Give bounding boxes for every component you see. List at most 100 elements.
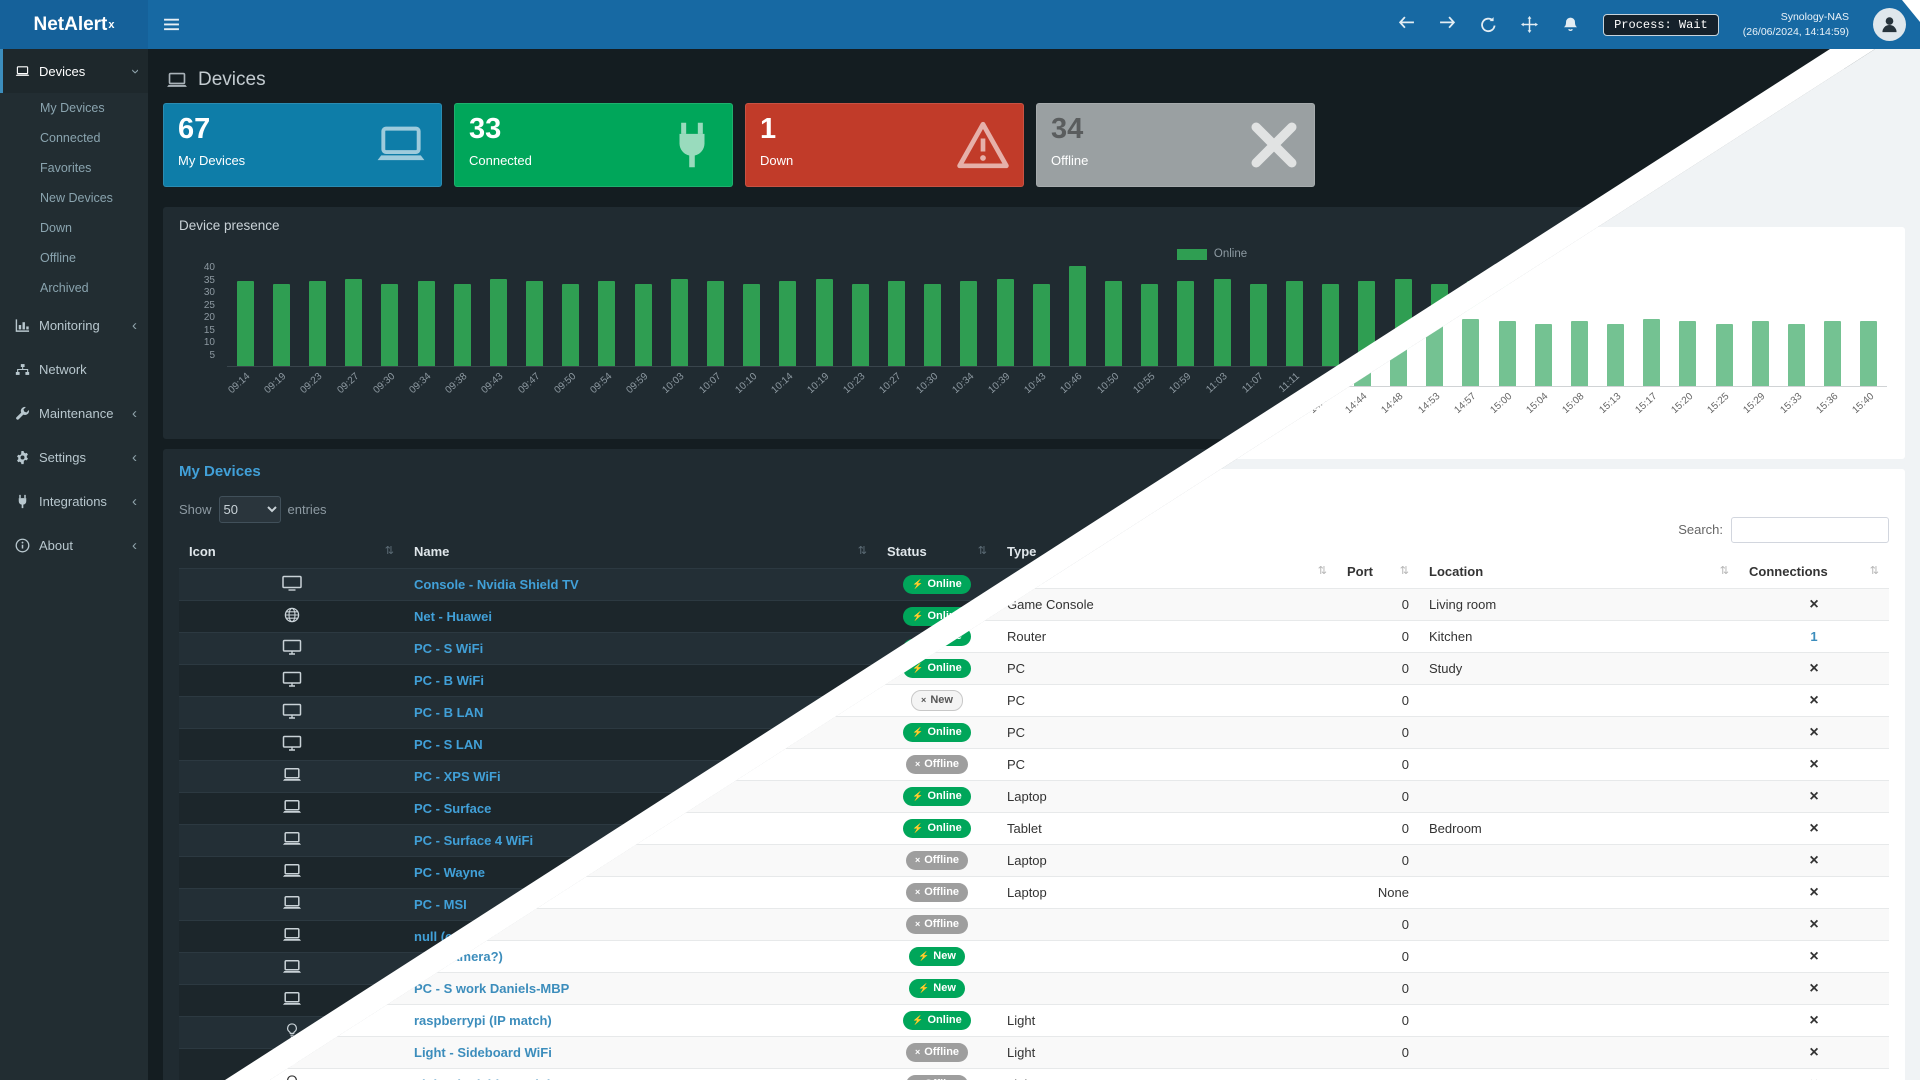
chart-bar <box>236 281 254 366</box>
column-header-type[interactable]: Type⇅ <box>997 535 1337 569</box>
device-name-link[interactable]: PC - XPS WiFi <box>414 769 501 784</box>
clear-connections-icon[interactable]: × <box>1809 703 1819 721</box>
device-name-link[interactable]: PC - B LAN <box>414 705 484 720</box>
sort-icon[interactable]: ⇅ <box>977 545 987 557</box>
clear-connections-icon[interactable]: × <box>1809 735 1819 753</box>
sidebar-item-favorites[interactable]: Favorites <box>40 161 92 175</box>
table-row[interactable]: PC - MSI ×Offline 0 × <box>179 888 1889 921</box>
column-header-status[interactable]: Status⇅ <box>877 535 997 569</box>
sidebar-toggle-icon[interactable] <box>163 17 180 32</box>
forward-arrow-icon[interactable] <box>1439 16 1456 33</box>
sort-icon[interactable]: ⇅ <box>1869 545 1879 557</box>
device-name-link[interactable]: PC - Surface 4 WiFi <box>414 833 534 848</box>
table-row[interactable]: null (camera?) ⚡New 0 × <box>179 920 1889 953</box>
chart-bar-slot: 09:59 <box>625 267 661 396</box>
column-header-connections[interactable]: Connections ⇅ <box>1739 535 1889 569</box>
warning-icon <box>957 120 1009 170</box>
table-row[interactable]: Light - Sideboard WiFi × Offline Light 0 × <box>179 1016 1889 1049</box>
clear-connections-icon[interactable]: × <box>1809 927 1819 945</box>
refresh-icon[interactable] <box>1480 16 1497 33</box>
clear-connections-icon[interactable]: × <box>1809 1055 1819 1073</box>
sort-icon[interactable]: ⇅ <box>1719 545 1729 557</box>
device-name-link[interactable]: Console - Nvidia Shield TV <box>414 577 579 592</box>
device-name-link[interactable]: Light - bedside B WiFi <box>414 1057 551 1073</box>
device-name-link[interactable]: PC - MSI <box>414 897 467 912</box>
device-type: Laptop <box>997 856 1337 889</box>
column-header-port[interactable]: Port ⇅ <box>1337 535 1419 569</box>
sidebar-item-my-devices[interactable]: My Devices <box>40 101 105 115</box>
sidebar-item-settings[interactable]: Settings ‹ <box>0 435 148 479</box>
sidebar-item-archived[interactable]: Archived <box>40 281 89 295</box>
sidebar-item-down[interactable]: Down <box>40 221 72 235</box>
sort-icon[interactable]: ⇅ <box>384 545 394 557</box>
sidebar-item-integrations[interactable]: Integrations ‹ <box>0 479 148 523</box>
column-header-name[interactable]: Name⇅ <box>404 535 877 569</box>
chart-legend[interactable]: Online <box>357 248 1905 260</box>
app-logo[interactable]: NetAlert x <box>0 0 148 49</box>
sort-icon[interactable]: ⇅ <box>1399 545 1409 557</box>
device-type: Laptop <box>997 824 1337 857</box>
clear-connections-icon[interactable]: × <box>1809 895 1819 913</box>
clear-connections-icon[interactable]: × <box>1809 863 1819 881</box>
sidebar-item-devices[interactable]: Devices ‹ <box>0 49 148 93</box>
table-row[interactable]: PC - S work Daniels-MBP ⚡ New 0 × <box>179 952 1889 985</box>
device-name-link[interactable]: PC - Wayne <box>414 865 486 880</box>
device-name-link[interactable]: PC - S WiFi <box>414 641 484 656</box>
chart-bar <box>381 283 399 366</box>
back-arrow-icon[interactable] <box>1398 16 1415 33</box>
device-name-link[interactable]: null (camera?) <box>414 929 503 944</box>
sidebar-item-monitoring[interactable]: Monitoring ‹ <box>0 303 148 347</box>
sidebar-item-new-devices[interactable]: New Devices <box>40 191 113 205</box>
clear-connections-icon[interactable]: × <box>1809 671 1819 689</box>
clear-connections-icon[interactable]: × <box>1809 767 1819 785</box>
device-name-link[interactable]: Net - Huawei <box>414 609 493 624</box>
user-avatar[interactable] <box>1873 8 1906 41</box>
sort-icon[interactable]: ⇅ <box>1317 545 1327 557</box>
move-icon[interactable] <box>1521 16 1539 33</box>
device-name-link[interactable]: PC - B WiFi <box>414 673 484 688</box>
clear-connections-icon[interactable]: × <box>1809 799 1819 817</box>
clear-connections-icon[interactable]: × <box>1809 575 1819 593</box>
clear-connections-icon[interactable]: × <box>1809 1023 1819 1041</box>
search-input[interactable] <box>1731 496 1889 523</box>
column-header-icon[interactable]: Icon⇅ <box>179 535 404 569</box>
device-name-link[interactable]: PC - S work Daniels-MBP <box>414 961 570 976</box>
clear-connections-icon[interactable]: × <box>1809 639 1819 657</box>
column-header-location[interactable]: Location ⇅ <box>1419 535 1739 569</box>
x-tick: 11:27 <box>1421 371 1447 396</box>
device-name-link[interactable]: Light - Sideboard WiFi <box>414 1025 552 1040</box>
clear-connections-icon[interactable]: × <box>1809 831 1819 849</box>
device-name-link[interactable]: raspberrypi (IP match) <box>414 993 552 1008</box>
table-row[interactable]: raspberrypi (IP match) ⚡ Online Light 0 × <box>179 984 1889 1017</box>
bell-icon[interactable] <box>1562 16 1579 33</box>
clear-connections-icon[interactable]: × <box>1809 991 1819 1009</box>
sidebar-item-about[interactable]: About ‹ <box>0 523 148 567</box>
chevron-left-icon: ‹ <box>132 404 137 422</box>
sidebar-item-network[interactable]: Network <box>0 347 148 391</box>
connections-count-link[interactable]: 1 <box>1810 609 1818 624</box>
clear-connections-icon[interactable]: × <box>1809 959 1819 977</box>
sort-icon[interactable]: ⇅ <box>857 545 867 557</box>
sidebar-item-offline[interactable]: Offline <box>40 251 76 265</box>
entries-select[interactable]: 50 <box>218 496 281 523</box>
sidebar-item-connected[interactable]: Connected <box>40 131 101 145</box>
device-name-link[interactable]: PC - Surface <box>414 801 492 816</box>
sidebar-item-maintenance[interactable]: Maintenance ‹ <box>0 391 148 435</box>
device-name-link[interactable]: PC - S LAN <box>414 737 483 752</box>
table-row[interactable]: Console - Nvidia Shield TV ⚡Online Game Co… <box>179 568 1889 601</box>
sidebar: Devices ‹ My Devices Connected Favorites New … <box>0 49 148 1080</box>
